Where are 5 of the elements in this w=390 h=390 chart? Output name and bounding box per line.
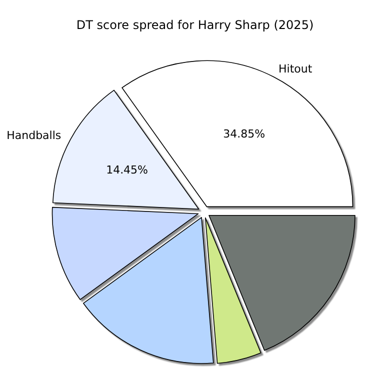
data-label: 34.85%: [223, 128, 266, 141]
data-label: 14.45%: [106, 164, 148, 177]
slice-label: Handballs: [6, 128, 62, 142]
slice-label: Hitout: [278, 62, 313, 76]
chart-title: DT score spread for Harry Sharp (2025): [76, 18, 314, 32]
